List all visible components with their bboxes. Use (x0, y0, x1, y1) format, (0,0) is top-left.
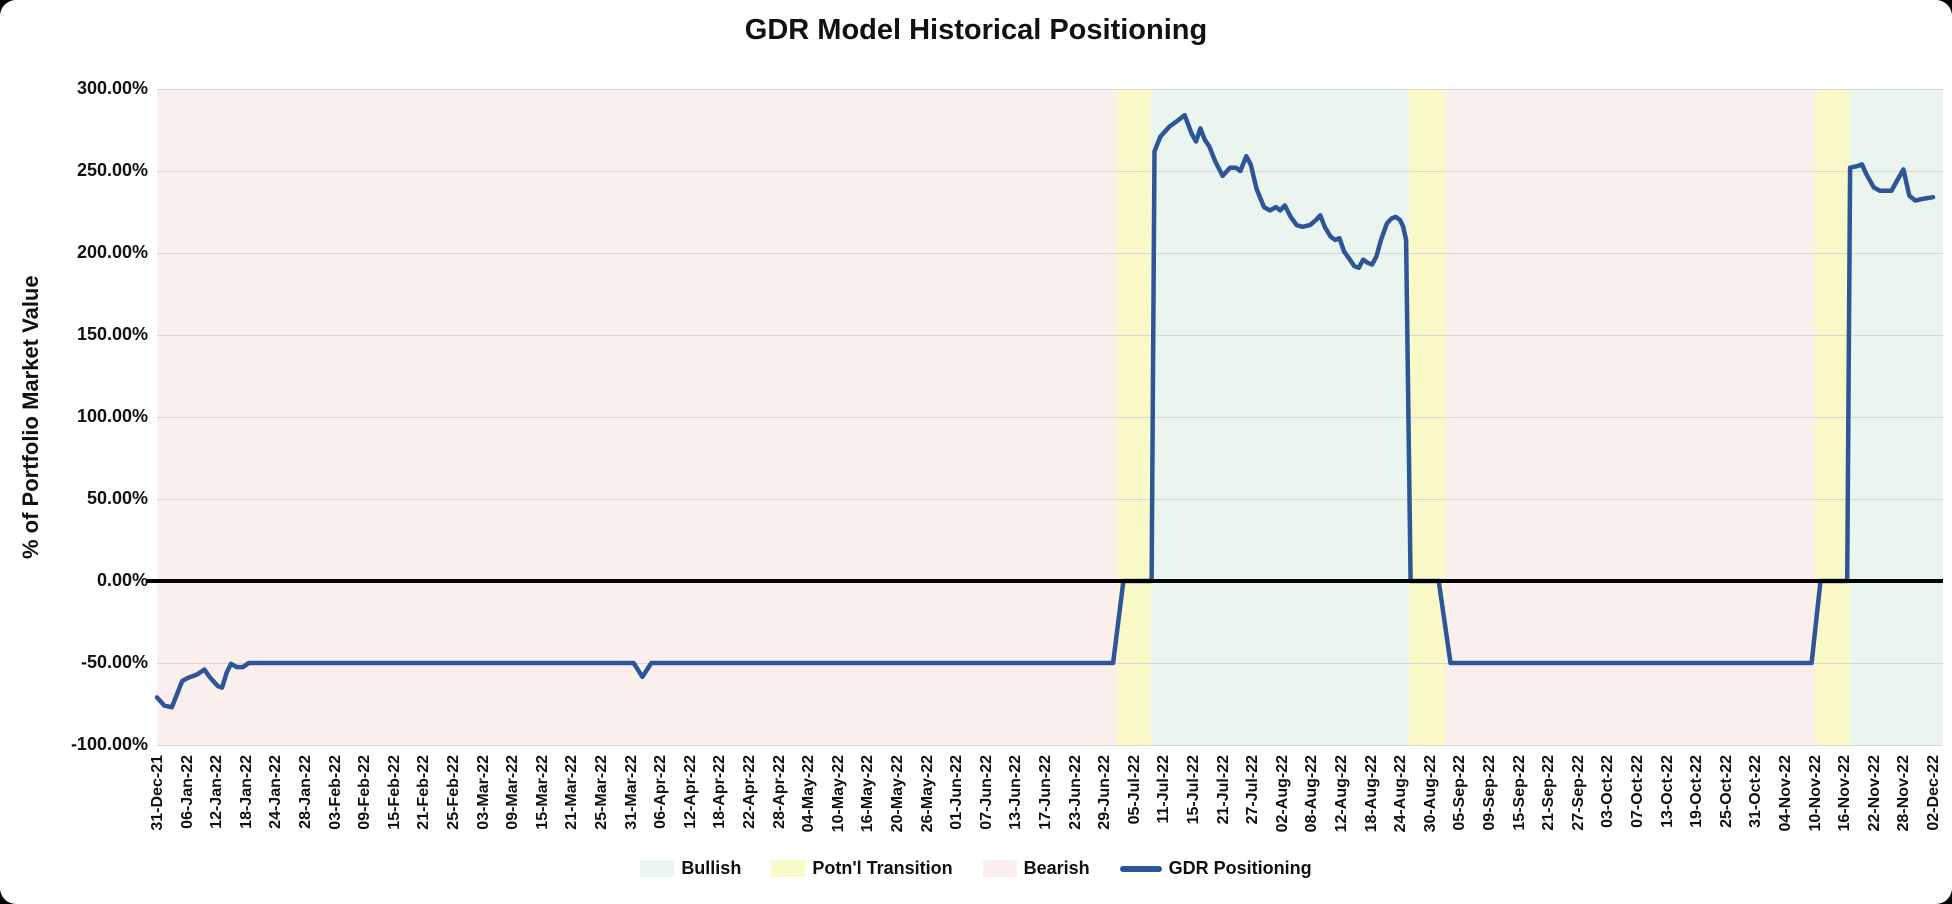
x-tick-label: 02-Dec-22 (1925, 755, 1942, 831)
gdr-positioning-line (154, 112, 1936, 710)
x-tick-label: 27-Jul-22 (1244, 755, 1262, 825)
gridline (157, 253, 1943, 254)
x-tick-label: 09-Mar-22 (504, 755, 522, 830)
x-tick-label: 15-Feb-22 (385, 755, 403, 830)
x-tick-label: 18-Jan-22 (237, 755, 255, 829)
x-tick-label: 09-Feb-22 (356, 755, 374, 830)
x-tick-label: 07-Oct-22 (1629, 755, 1646, 828)
series-gdr-positioning (154, 112, 1936, 710)
x-tick-label: 04-May-22 (800, 755, 818, 833)
legend-color-swatch (640, 860, 675, 877)
y-tick-label: 100.00% (76, 406, 148, 426)
x-tick-label: 24-Jan-22 (267, 755, 285, 829)
x-tick-label: 05-Sep-22 (1451, 755, 1469, 831)
x-tick-label: 24-Aug-22 (1392, 755, 1410, 833)
legend-label: GDR Positioning (1168, 858, 1312, 878)
x-tick-label: 16-Nov-22 (1836, 755, 1854, 832)
x-tick-label: 10-May-22 (829, 755, 847, 833)
x-tick-label: 28-Jan-22 (297, 755, 314, 829)
x-tick-label: 21-Sep-22 (1540, 755, 1558, 831)
legend-label: Bearish (1023, 858, 1090, 878)
x-tick-label: 13-Oct-22 (1658, 755, 1676, 828)
x-tick-label: 30-Aug-22 (1421, 755, 1439, 833)
x-tick-label: 06-Apr-22 (652, 755, 670, 829)
x-tick-label: 01-Jun-22 (948, 755, 966, 830)
gridline (157, 745, 1943, 746)
gridline (157, 499, 1943, 500)
x-tick-label: 22-Apr-22 (741, 755, 758, 829)
y-tick-label: 250.00% (76, 160, 148, 180)
x-tick-label: 11-Jul-22 (1155, 755, 1173, 824)
x-tick-label: 18-Apr-22 (711, 755, 729, 829)
x-tick-label: 09-Sep-22 (1481, 755, 1498, 831)
legend-label: Potn'l Transition (812, 858, 953, 878)
y-tick-label: 200.00% (76, 242, 148, 262)
legend-item-potn-l-transition: Potn'l Transition (771, 858, 953, 879)
y-tick-label: -50.00% (80, 652, 148, 672)
legend-color-swatch (982, 860, 1017, 877)
x-tick-label: 15-Sep-22 (1510, 755, 1528, 831)
y-tick-label: 50.00% (86, 488, 148, 508)
plot-area (154, 89, 1943, 746)
legend-item-gdr-positioning: GDR Positioning (1119, 858, 1312, 879)
x-tick-label: 21-Mar-22 (563, 755, 581, 830)
x-tick-label: 12-Aug-22 (1333, 755, 1350, 833)
gridline (157, 335, 1943, 336)
gridline (157, 171, 1943, 172)
x-tick-label: 28-Apr-22 (770, 755, 788, 829)
zero-baseline (147, 579, 1943, 583)
x-tick-label: 08-Aug-22 (1303, 755, 1321, 833)
gridline (157, 417, 1943, 418)
chart-legend: Bullish Potn'l Transition Bearish GDR Posit… (0, 858, 1952, 879)
chart-title: GDR Model Historical Positioning (744, 14, 1208, 46)
x-tick-label: 23-Jun-22 (1066, 755, 1084, 830)
legend-line-marker (1119, 865, 1162, 872)
x-tick-label: 02-Aug-22 (1273, 755, 1291, 833)
legend-item-bullish: Bullish (640, 858, 741, 879)
x-tick-label: 21-Feb-22 (415, 755, 433, 830)
y-tick-label: -100.00% (70, 734, 148, 754)
x-tick-label: 12-Apr-22 (681, 755, 699, 829)
x-tick-label: 31-Oct-22 (1747, 755, 1765, 828)
x-tick-label: 20-May-22 (889, 755, 906, 833)
x-tick-label: 21-Jul-22 (1214, 755, 1232, 825)
legend-color-swatch (771, 860, 806, 877)
x-tick-label: 26-May-22 (918, 755, 936, 833)
legend-item-bearish: Bearish (982, 858, 1090, 879)
y-tick-label: 300.00% (76, 78, 148, 98)
x-tick-label: 12-Jan-22 (208, 755, 226, 829)
x-tick-label: 25-Oct-22 (1717, 755, 1735, 828)
x-tick-label: 31-Dec-21 (149, 755, 166, 831)
x-tick-label: 18-Aug-22 (1362, 755, 1380, 833)
x-tick-label: 19-Oct-22 (1688, 755, 1706, 828)
x-tick-label: 17-Jun-22 (1037, 755, 1054, 830)
x-tick-label: 05-Jul-22 (1125, 755, 1143, 825)
x-tick-label: 15-Jul-22 (1185, 755, 1202, 825)
y-tick-label: 150.00% (76, 324, 148, 344)
y-tick-label: 0.00% (96, 570, 148, 590)
x-tick-label: 15-Mar-22 (533, 755, 551, 830)
x-tick-label: 16-May-22 (859, 755, 877, 833)
gridline (157, 89, 1943, 90)
x-tick-label: 03-Oct-22 (1599, 755, 1617, 828)
x-tick-label: 10-Nov-22 (1806, 755, 1824, 832)
x-tick-label: 22-Nov-22 (1865, 755, 1883, 832)
x-tick-label: 31-Mar-22 (622, 755, 640, 830)
x-tick-label: 06-Jan-22 (178, 755, 196, 829)
x-tick-label: 25-Mar-22 (593, 755, 610, 830)
x-tick-label: 13-Jun-22 (1007, 755, 1025, 830)
x-tick-label: 28-Nov-22 (1895, 755, 1913, 832)
x-tick-label: 03-Feb-22 (326, 755, 344, 830)
x-tick-label: 03-Mar-22 (474, 755, 492, 830)
x-tick-label: 25-Feb-22 (445, 755, 462, 830)
x-tick-label: 07-Jun-22 (977, 755, 995, 830)
x-tick-label: 04-Nov-22 (1777, 755, 1794, 832)
x-tick-label: 29-Jun-22 (1096, 755, 1114, 830)
legend-label: Bullish (681, 858, 742, 878)
x-tick-label: 27-Sep-22 (1569, 755, 1587, 831)
